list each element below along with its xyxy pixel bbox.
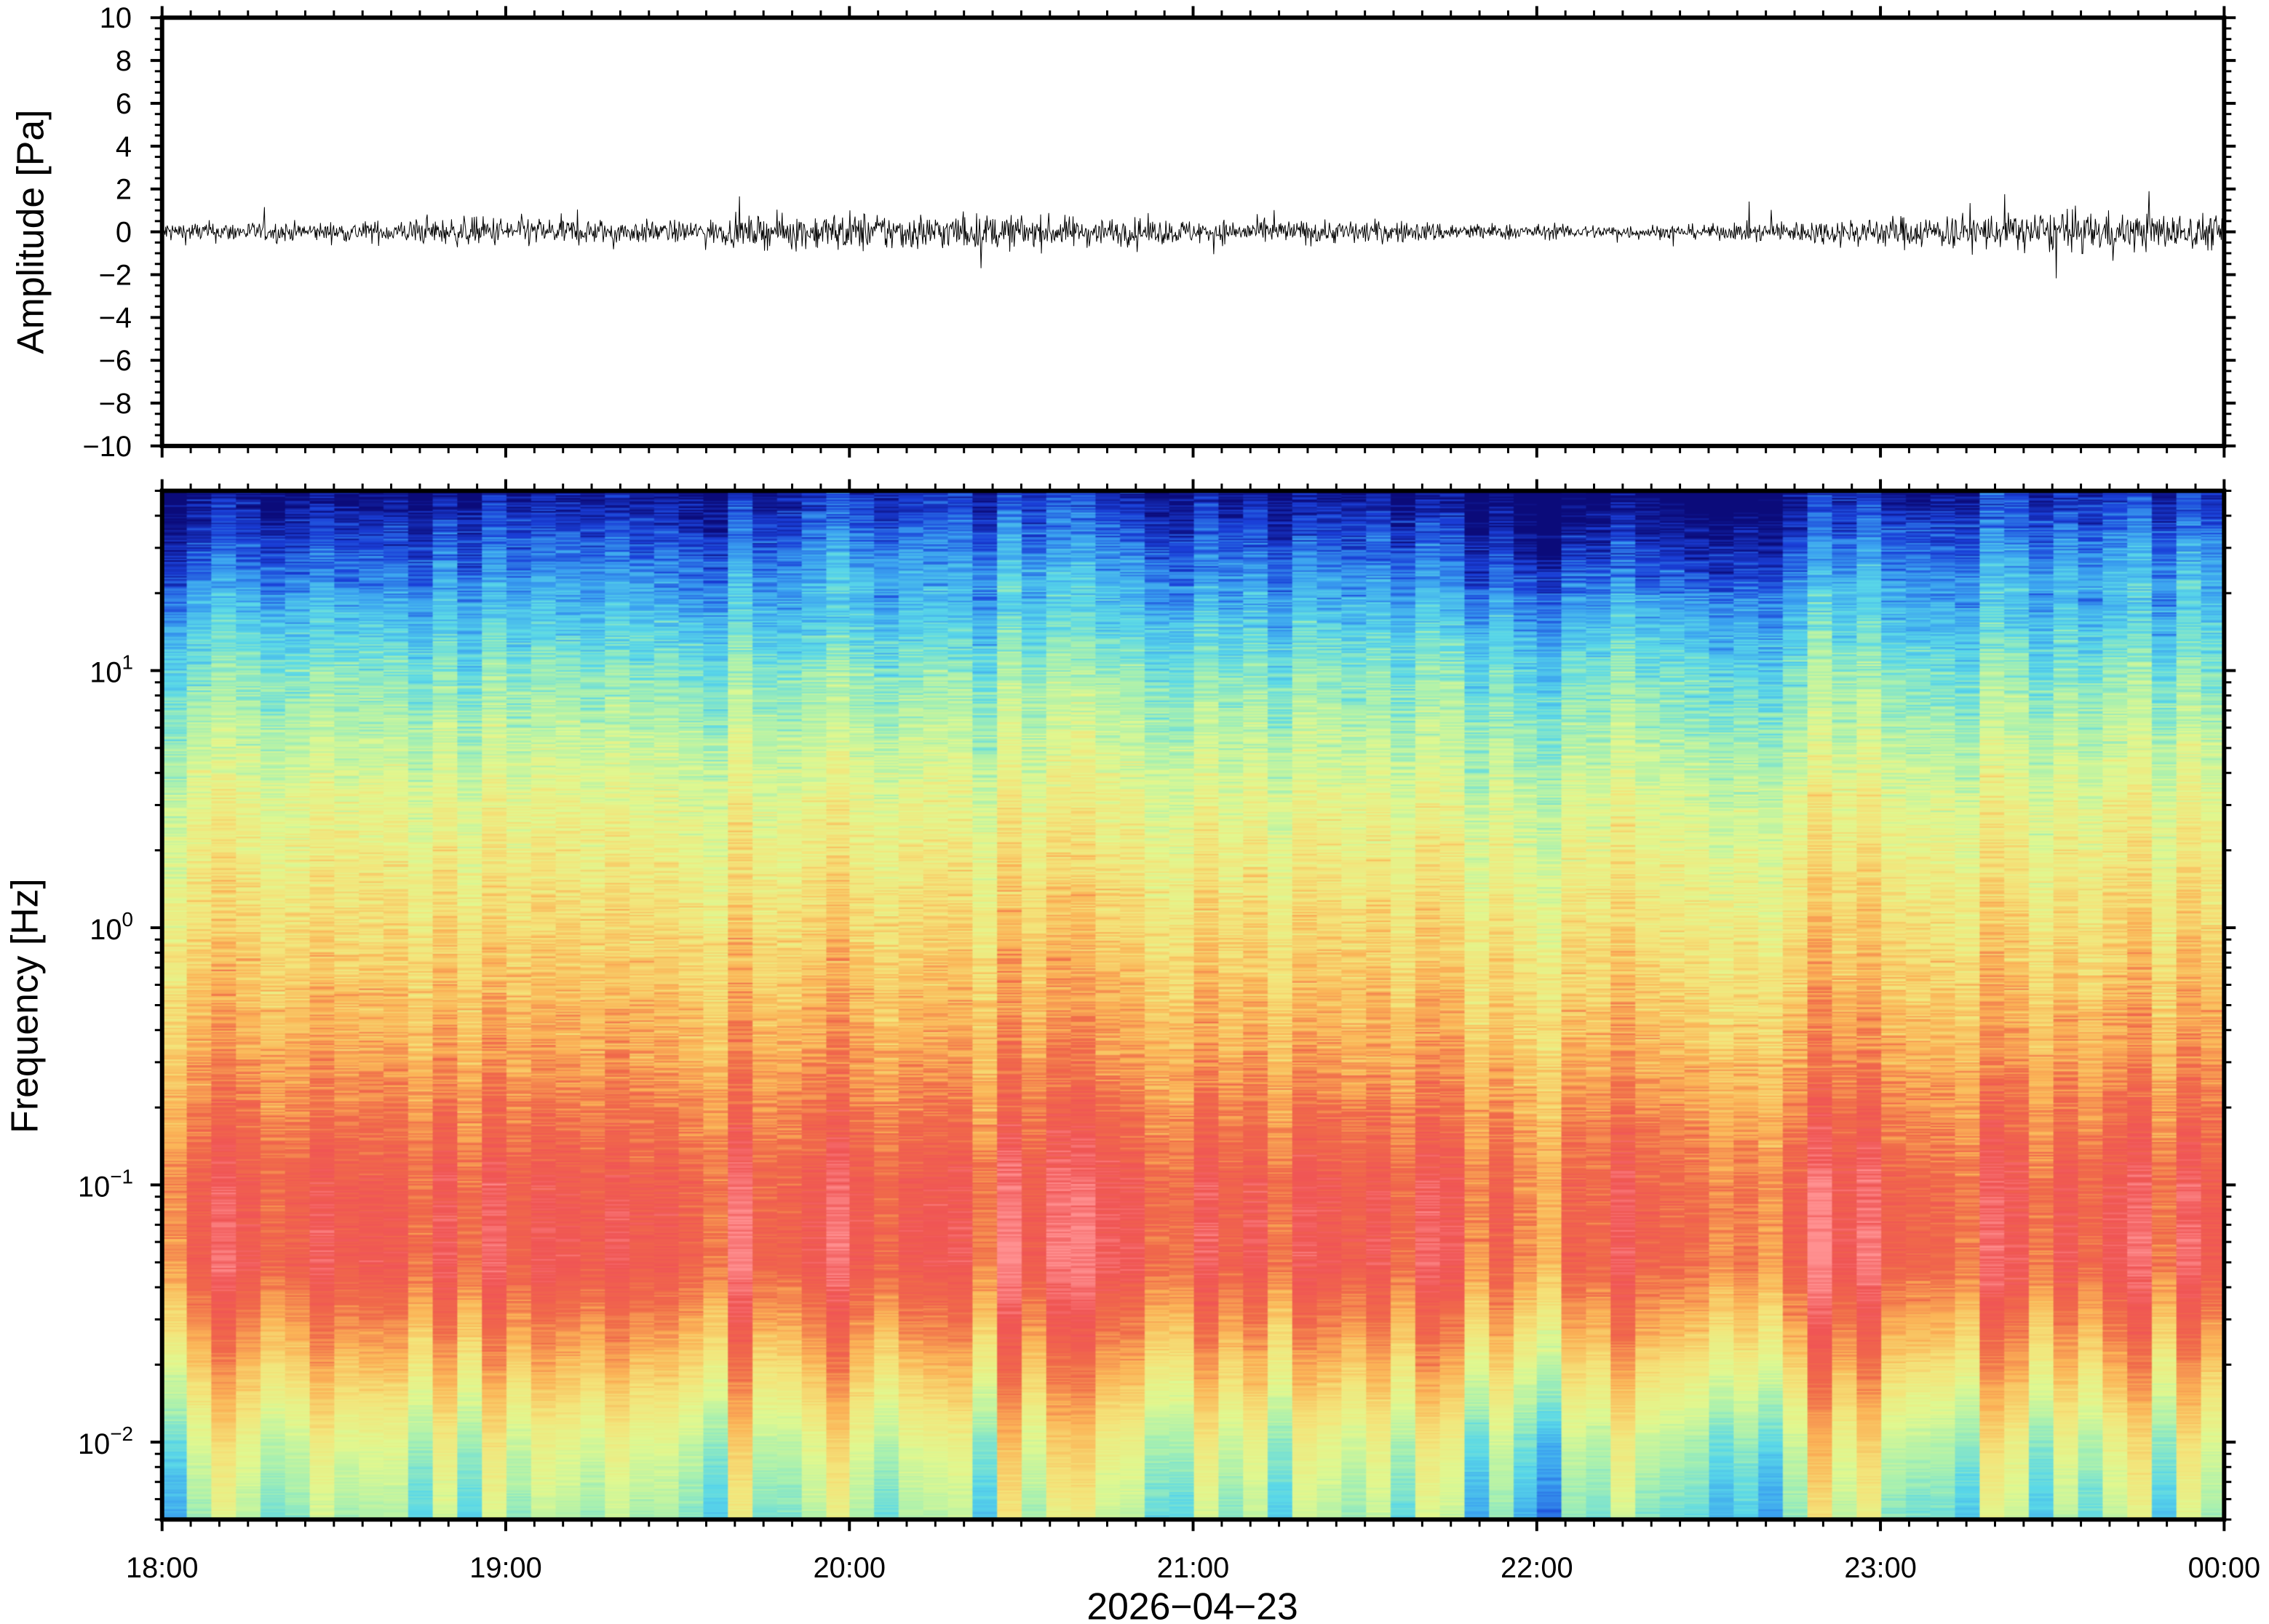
y-tick-label: −2 [99,259,132,291]
x-tick-label: 22:00 [1501,1552,1573,1584]
y-tick-label: 2 [116,174,132,206]
spectrogram-panel: Frequency [Hz] 2026−04−23 [4,479,2236,1624]
y-tick-label: 8 [116,45,132,77]
waveform-frame [159,15,2227,448]
y-tick-label: 101 [90,651,133,689]
y-tick-label: 10−2 [78,1422,133,1460]
x-tick-label: 18:00 [126,1552,199,1584]
waveform-y-label: Amplitude [Pa] [9,110,52,354]
spectrogram-frame [159,488,2227,1522]
y-tick-label: −6 [99,345,132,377]
y-tick-label: 4 [116,131,132,163]
x-tick-label: 00:00 [2188,1552,2261,1584]
waveform-panel: Amplitude [Pa] [9,6,2236,458]
y-tick-label: 0 [116,217,132,249]
y-tick-label: 10−1 [78,1166,133,1203]
x-tick-label: 21:00 [1157,1552,1230,1584]
waveform-trace [162,191,2225,279]
y-tick-label: 100 [90,908,133,946]
y-tick-label: −4 [99,302,132,334]
tick-labels: 18:00 19:00 20:00 21:00 22:00 23:00 00:00 10 8 6 4… [78,2,2260,1584]
y-tick-label: −8 [99,388,132,420]
x-tick-label: 20:00 [814,1552,886,1584]
x-tick-label: 23:00 [1844,1552,1917,1584]
x-axis-date-label: 2026−04−23 [1086,1585,1298,1624]
spectrogram-y-label: Frequency [Hz] [4,878,46,1133]
y-tick-label: 10 [100,2,132,34]
x-tick-label: 19:00 [469,1552,542,1584]
spectrogram-image [162,490,2225,1520]
y-tick-label: −10 [82,431,131,463]
y-tick-label: 6 [116,88,132,120]
